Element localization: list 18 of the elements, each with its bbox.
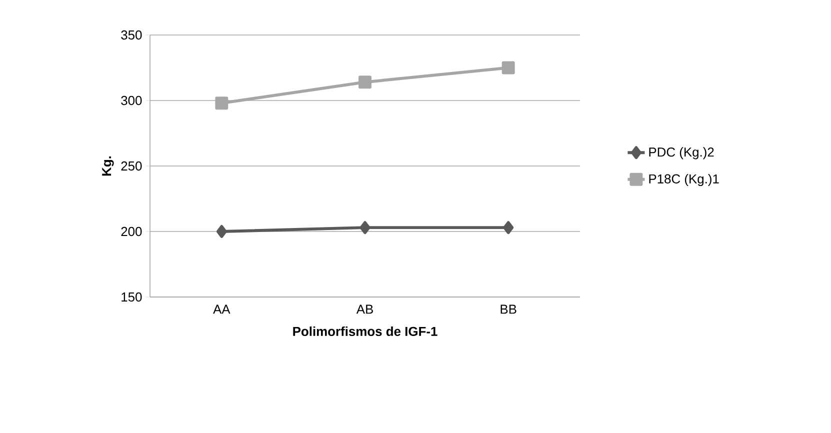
y-tick-label: 300 (121, 96, 142, 106)
x-tick-label: AB (356, 304, 373, 314)
point (215, 96, 228, 110)
legend-label: PDC (Kg.)2 (649, 147, 714, 160)
point (503, 221, 514, 234)
y-tick-label: 350 (121, 30, 142, 40)
point (360, 221, 370, 234)
y-tick-label: 150 (122, 292, 142, 302)
point (216, 225, 227, 238)
legend-label: P18C (Kg.)1 (649, 174, 719, 186)
y-axis-title: Kg. (102, 156, 114, 176)
x-axis-title: Polimorfismos de IGF-1 (293, 326, 438, 336)
point (502, 61, 515, 74)
point (358, 76, 372, 89)
x-tick-label: BB (500, 304, 516, 314)
y-tick-label: 200 (121, 226, 142, 236)
y-tick-label: 250 (121, 161, 142, 171)
x-tick-label: AA (213, 304, 230, 314)
